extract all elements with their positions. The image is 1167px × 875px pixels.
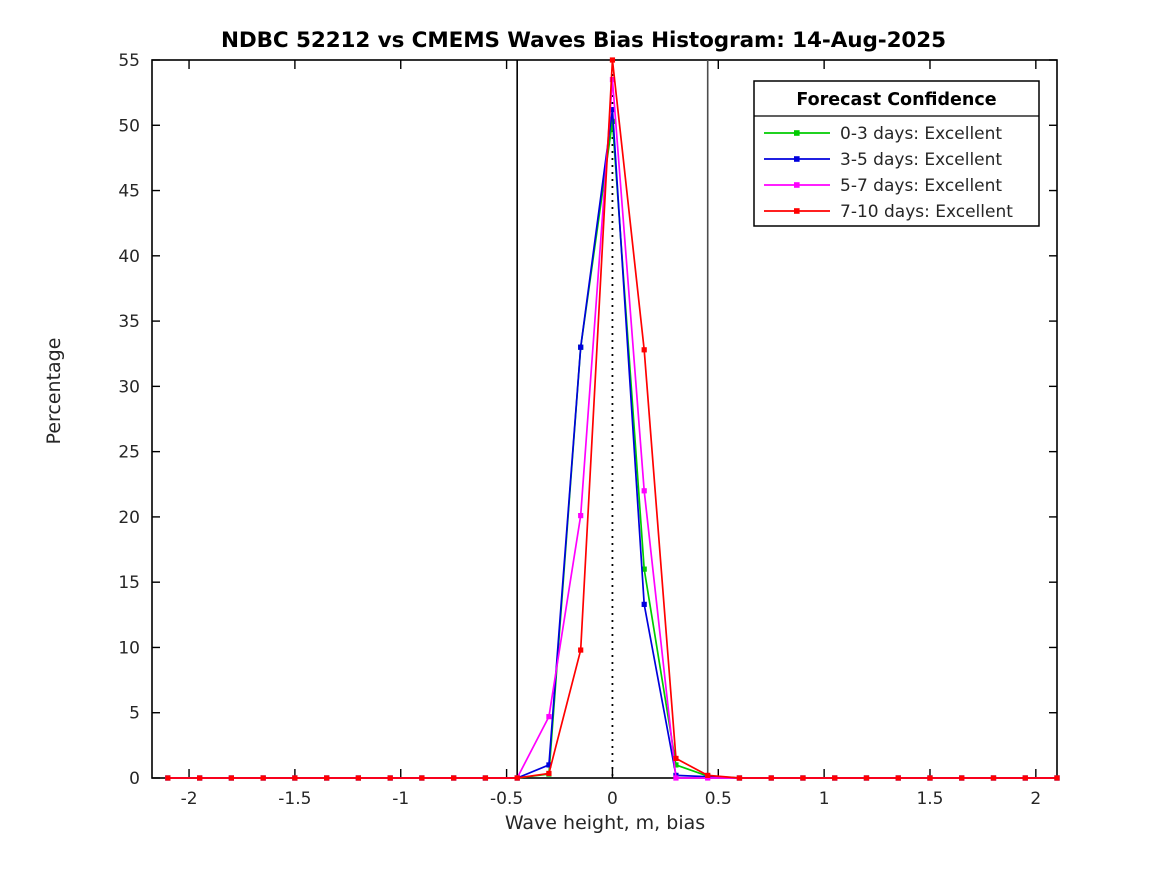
data-series-layer (165, 57, 1060, 781)
x-tick-label: -1 (392, 789, 409, 809)
x-axis-ticks: -2 -1.5 -1 -0.5 0 0.5 1 1.5 2 (181, 60, 1041, 809)
series-marker (641, 566, 647, 572)
legend-entry-label: 0-3 days: Excellent (840, 124, 1002, 144)
x-tick-label: 1.5 (916, 789, 943, 809)
series-marker (387, 775, 393, 781)
axes-frame (151, 59, 1058, 779)
series-marker (641, 488, 647, 494)
series-7-10-days-excellent (165, 57, 1060, 781)
series-marker (736, 775, 743, 781)
series-marker (451, 775, 457, 781)
series-marker (355, 775, 362, 781)
legend-title: Forecast Confidence (796, 90, 996, 110)
series-marker (578, 647, 584, 653)
series-marker (324, 775, 330, 781)
series-marker (228, 775, 234, 781)
y-tick-label: 15 (118, 573, 140, 593)
y-tick-label: 5 (129, 704, 140, 724)
series-marker (863, 775, 870, 781)
series-marker (1022, 775, 1028, 781)
x-tick-label: 0 (607, 789, 618, 809)
legend-entry-1[interactable]: 0-3 days: Excellent (764, 124, 1002, 144)
legend-entry-4[interactable]: 7-10 days: Excellent (764, 202, 1013, 222)
series-marker (768, 775, 774, 781)
legend-entry-label: 3-5 days: Excellent (840, 150, 1002, 170)
series-marker (895, 775, 901, 781)
y-tick-label: 25 (118, 443, 140, 463)
series-marker (292, 775, 298, 781)
series-marker (546, 770, 552, 777)
series-marker (546, 714, 552, 720)
series-marker (705, 772, 711, 778)
legend-entry-3[interactable]: 5-7 days: Excellent (764, 176, 1002, 196)
legend-entry-label: 7-10 days: Excellent (840, 202, 1013, 222)
legend-entry-label: 5-7 days: Excellent (840, 176, 1002, 196)
y-tick-label: 20 (118, 508, 140, 528)
series-marker (990, 775, 997, 781)
reference-lines (516, 60, 709, 778)
y-tick-label: 40 (118, 247, 140, 267)
series-marker (609, 57, 616, 63)
x-tick-label: 2 (1030, 789, 1041, 809)
legend-swatch-marker (794, 208, 800, 214)
series-marker (832, 775, 838, 781)
legend-box[interactable]: Forecast Confidence 0-3 days: Excellent 3-… (753, 80, 1040, 227)
series-marker (197, 775, 203, 781)
series-marker (1054, 775, 1060, 781)
x-tick-label: -0.5 (490, 789, 523, 809)
legend-border (753, 80, 1040, 227)
series-marker (641, 347, 647, 353)
x-axis-label: Wave height, m, bias (504, 812, 706, 834)
series-marker (578, 344, 584, 350)
x-tick-label: -2 (181, 789, 198, 809)
series-marker (165, 775, 171, 781)
chart-title: NDBC 52212 vs CMEMS Waves Bias Histogram… (220, 28, 947, 53)
series-marker (673, 762, 679, 768)
series-marker (641, 601, 647, 607)
series-marker (673, 775, 679, 781)
series-marker (260, 775, 266, 781)
series-marker (609, 107, 616, 113)
legend-swatch-marker (794, 130, 800, 136)
series-marker (482, 775, 489, 781)
y-tick-label: 0 (129, 769, 140, 789)
x-tick-label: 0.5 (705, 789, 732, 809)
series-marker (705, 775, 711, 781)
y-tick-label: 10 (118, 638, 140, 658)
series-marker (927, 775, 933, 781)
y-axis-ticks: 0 5 10 15 20 25 30 35 40 45 50 55 (118, 51, 1057, 789)
x-tick-label: -1.5 (278, 789, 311, 809)
series-marker (419, 775, 425, 781)
series-marker (578, 513, 584, 519)
y-tick-label: 30 (118, 377, 140, 397)
series-marker (673, 755, 679, 762)
y-tick-label: 35 (118, 312, 140, 332)
series-marker (800, 775, 806, 781)
legend-swatch-marker (794, 156, 800, 162)
legend-swatch-marker (794, 182, 800, 188)
legend-entry-2[interactable]: 3-5 days: Excellent (764, 150, 1002, 170)
series-marker (609, 76, 616, 83)
series-marker (514, 775, 520, 781)
x-tick-label: 1 (819, 789, 830, 809)
series-marker (546, 762, 552, 768)
y-tick-label: 55 (118, 51, 140, 71)
y-tick-label: 50 (118, 116, 140, 136)
y-tick-label: 45 (118, 182, 140, 202)
series-marker (959, 775, 965, 781)
